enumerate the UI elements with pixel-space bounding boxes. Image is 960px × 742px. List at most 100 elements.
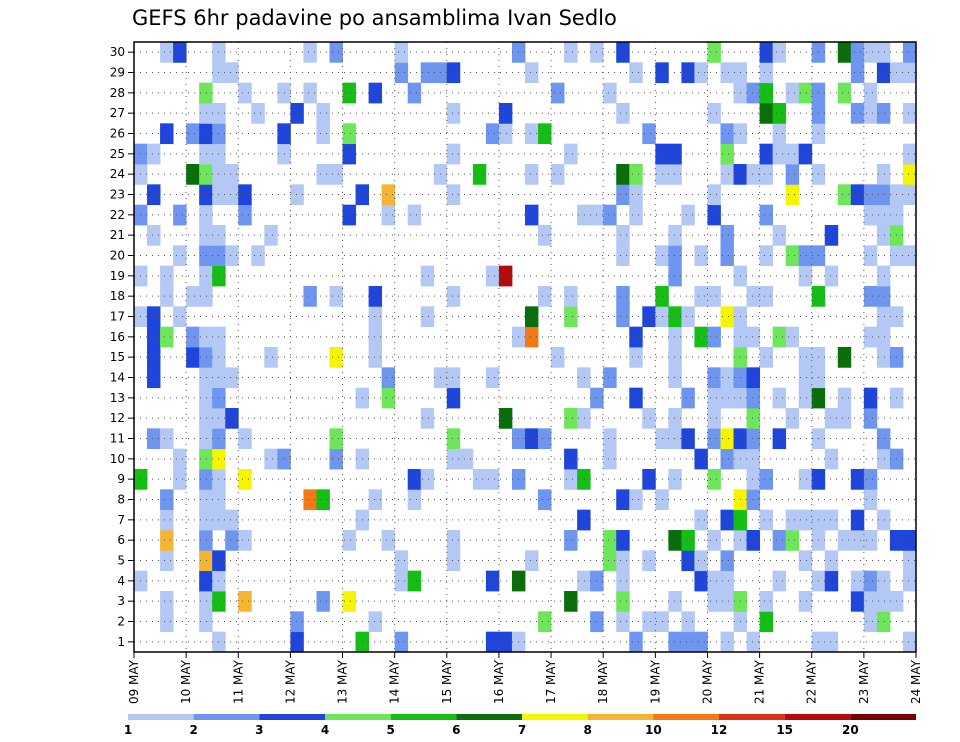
heatmap-cell	[876, 184, 891, 206]
heatmap-cell	[485, 469, 500, 490]
heatmap-cell	[772, 225, 787, 246]
heatmap-cell	[199, 570, 213, 592]
heatmap-cell	[199, 489, 213, 511]
legend-swatch	[390, 714, 457, 720]
heatmap-cell	[707, 408, 721, 429]
heatmap-cell	[225, 164, 239, 185]
heatmap-cell	[160, 286, 174, 307]
heatmap-cell	[199, 387, 213, 409]
heatmap-cell	[577, 367, 591, 389]
heatmap-cell	[238, 591, 252, 612]
heatmap-cell	[837, 42, 852, 63]
heatmap-cell	[564, 530, 578, 551]
heatmap-cell	[759, 469, 774, 490]
heatmap-cell	[303, 82, 317, 104]
heatmap-cell	[290, 611, 304, 633]
heatmap-cell	[759, 245, 774, 267]
heatmap-cell	[876, 204, 891, 226]
y-tick-label: 22	[110, 208, 125, 222]
heatmap-cell	[316, 103, 330, 124]
heatmap-cell	[746, 164, 760, 185]
heatmap-cell	[720, 62, 734, 84]
heatmap-cell	[707, 428, 721, 450]
x-tick-label: 13 MAY	[336, 659, 350, 704]
heatmap-cell	[824, 408, 839, 429]
heatmap-cell	[238, 428, 252, 450]
y-tick-label: 12	[110, 411, 125, 425]
heatmap-cell	[694, 326, 708, 348]
y-tick-label: 18	[110, 289, 125, 303]
y-tick-label: 4	[117, 574, 125, 588]
heatmap-cell	[772, 143, 787, 165]
heatmap-cell	[720, 367, 734, 389]
x-tick-label: 16 MAY	[492, 659, 506, 704]
heatmap-cell	[472, 164, 487, 185]
heatmap-cell	[668, 347, 682, 368]
heatmap-cell	[394, 570, 409, 592]
y-tick-label: 6	[117, 533, 125, 547]
heatmap-cell	[173, 204, 187, 226]
heatmap-cell	[629, 489, 643, 511]
heatmap-cell	[564, 286, 578, 307]
heatmap-cell	[863, 489, 878, 511]
heatmap-cell	[538, 225, 552, 246]
heatmap-cell	[420, 62, 435, 84]
heatmap-cell	[850, 103, 865, 124]
heatmap-cell	[199, 448, 213, 470]
heatmap-cell	[381, 204, 396, 226]
heatmap-cell	[824, 550, 839, 572]
heatmap-cell	[798, 591, 813, 612]
heatmap-cell	[876, 448, 891, 470]
heatmap-cell	[186, 286, 200, 307]
legend-swatch	[259, 714, 325, 720]
heatmap-cell	[316, 123, 330, 145]
heatmap-cell	[147, 306, 161, 328]
heatmap-cell	[707, 570, 721, 592]
heatmap-cell	[863, 82, 878, 104]
heatmap-cell	[199, 509, 213, 531]
heatmap-cell	[381, 387, 396, 409]
heatmap-cell	[707, 184, 721, 206]
heatmap-cell	[160, 509, 174, 531]
heatmap-cell	[577, 408, 591, 429]
heatmap-cell	[785, 143, 800, 165]
heatmap-cell	[850, 62, 865, 84]
heatmap-cell	[238, 469, 252, 490]
y-tick-label: 19	[110, 269, 125, 283]
heatmap-cell	[173, 42, 187, 63]
heatmap-cell	[329, 448, 343, 470]
heatmap-cell	[173, 306, 187, 328]
y-tick-label: 27	[110, 106, 125, 120]
y-tick-label: 8	[117, 493, 125, 507]
heatmap-cell	[264, 448, 278, 470]
y-tick-label: 9	[117, 472, 125, 486]
heatmap-cell	[629, 62, 643, 84]
heatmap-cell	[850, 591, 865, 612]
legend-label: 10	[645, 723, 662, 737]
heatmap-cell	[720, 591, 734, 612]
heatmap-cell	[394, 42, 409, 63]
heatmap-cell	[707, 103, 721, 124]
heatmap-cell	[837, 184, 852, 206]
heatmap-cell	[225, 245, 239, 267]
heatmap-cell	[616, 286, 630, 307]
heatmap-cell	[329, 347, 343, 368]
heatmap-cell	[498, 103, 513, 124]
heatmap-cell	[199, 245, 213, 267]
heatmap-cell	[876, 509, 891, 531]
y-tick-label: 28	[110, 86, 125, 100]
heatmap-cell	[407, 204, 422, 226]
heatmap-cell	[342, 591, 356, 612]
heatmap-cell	[798, 469, 813, 490]
heatmap-cell	[616, 306, 630, 328]
heatmap-cell	[199, 123, 213, 145]
heatmap-cell	[694, 245, 708, 267]
heatmap-cell	[720, 509, 734, 531]
heatmap-cell	[420, 408, 435, 429]
heatmap-cell	[199, 225, 213, 246]
legend-swatch	[128, 714, 194, 720]
heatmap-cell	[746, 367, 760, 389]
heatmap-cell	[498, 631, 513, 653]
heatmap-cell	[199, 347, 213, 368]
